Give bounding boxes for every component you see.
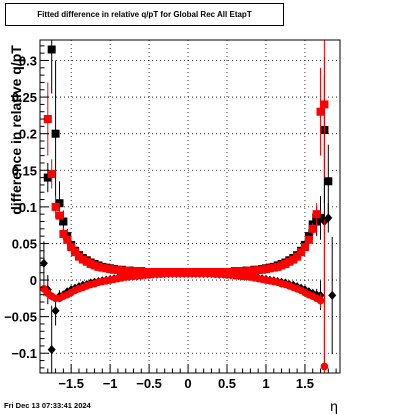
data-point-square xyxy=(297,248,306,257)
y-tick-label: −0.1 xyxy=(11,346,37,361)
axis-ticks: −1.5 −1 −0.5 0 0.5 1 1.5 −0.1 −0.05 0 0.05 0.1 0.15 0… xyxy=(4,45,337,391)
x-tick-label: 1 xyxy=(262,376,269,391)
data-point-square xyxy=(67,243,76,252)
y-tick-label: 0.15 xyxy=(12,163,37,178)
data-point-square xyxy=(312,210,321,219)
data-point-square xyxy=(55,211,64,220)
data-point-circle xyxy=(316,296,325,305)
data-point-diamond xyxy=(328,290,337,300)
data-point-square xyxy=(51,202,60,211)
data-point-square xyxy=(324,177,333,186)
data-point-square xyxy=(63,235,72,244)
chart-title: Fitted difference in relative q/pT for G… xyxy=(5,3,284,26)
y-tick-label: 0.25 xyxy=(12,90,37,105)
x-tick-label: 0 xyxy=(184,376,191,391)
y-tick-label: 0.3 xyxy=(19,53,37,68)
x-tick-label: −1 xyxy=(103,376,118,391)
data-point-diamond xyxy=(47,345,56,355)
x-axis-label: η xyxy=(330,398,338,414)
x-tick-label: 0.5 xyxy=(218,376,236,391)
data-point-square xyxy=(300,243,309,252)
data-point-square xyxy=(43,115,52,124)
y-tick-label: 0.05 xyxy=(12,236,37,251)
x-tick-label: 1.5 xyxy=(296,376,314,391)
timestamp-footer: Fri Dec 13 07:33:41 2024 xyxy=(4,401,91,410)
data-point-square xyxy=(59,229,68,238)
x-tick-label: −1.5 xyxy=(58,376,84,391)
data-point-circle xyxy=(320,362,329,371)
data-point-square xyxy=(316,107,325,116)
data-point-square xyxy=(51,129,60,138)
x-tick-label: −0.5 xyxy=(136,376,162,391)
data-point-diamond xyxy=(324,213,333,223)
y-tick-label: 0.1 xyxy=(19,200,37,215)
data-point-square xyxy=(59,217,68,226)
data-point-diamond xyxy=(39,258,48,268)
data-point-square xyxy=(304,235,313,244)
data-point-square xyxy=(47,169,56,178)
data-point-diamond xyxy=(51,306,60,316)
data-point-square xyxy=(71,248,80,257)
y-tick-label: 0 xyxy=(30,273,37,288)
data-point-square xyxy=(47,45,56,54)
y-tick-label: 0.2 xyxy=(19,127,37,142)
data-point-square xyxy=(308,224,317,233)
y-axis-label: difference in relative q/pT xyxy=(8,45,24,215)
y-tick-label: −0.05 xyxy=(4,310,37,325)
data-point-square xyxy=(293,252,302,261)
grid xyxy=(40,40,340,373)
data-point-square xyxy=(320,100,329,109)
